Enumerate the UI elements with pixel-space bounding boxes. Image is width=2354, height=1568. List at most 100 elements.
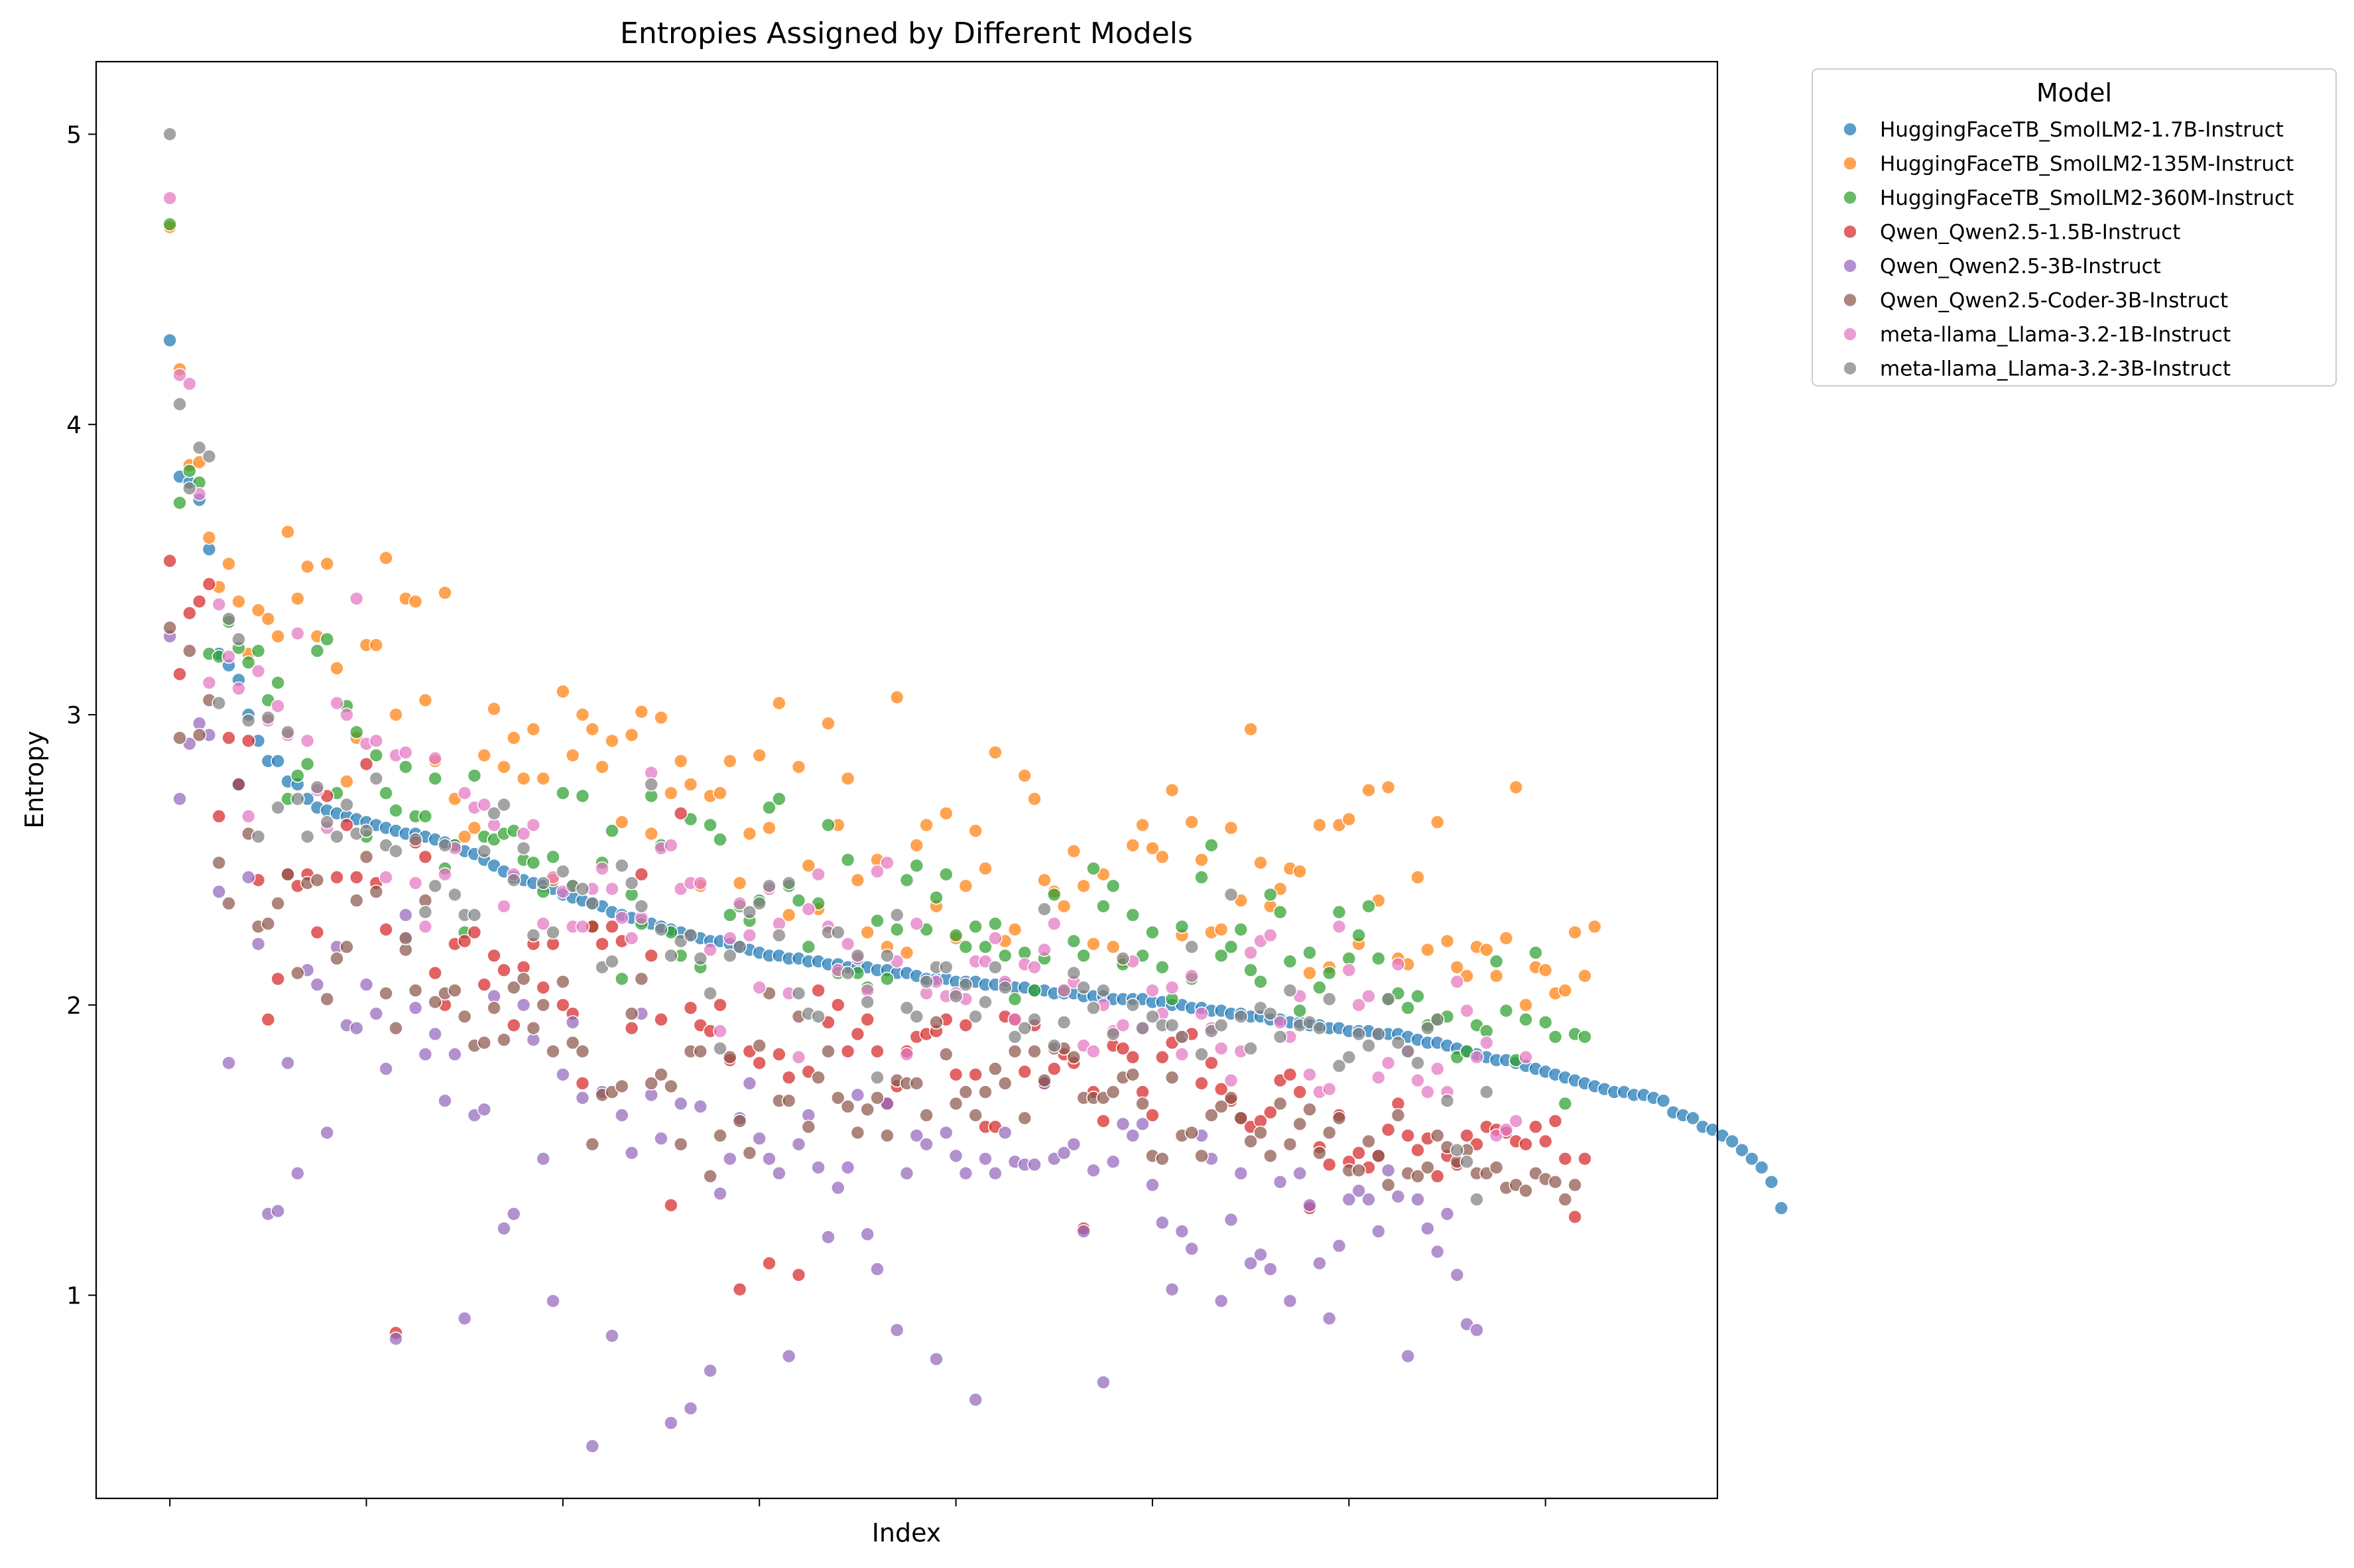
data-point [742, 1146, 757, 1160]
data-point [1479, 942, 1494, 957]
data-point [1223, 887, 1239, 902]
data-point [1282, 983, 1298, 998]
data-point [1027, 792, 1042, 806]
data-point [605, 954, 619, 969]
legend-label: HuggingFaceTB_SmolLM2-360M-Instruct [1880, 186, 2294, 210]
data-point [389, 1021, 403, 1036]
legend-entry: HuggingFaceTB_SmolLM2-360M-Instruct [1843, 186, 2294, 210]
data-point [565, 1015, 580, 1030]
data-point [359, 977, 374, 992]
data-point [182, 463, 197, 479]
data-point [536, 771, 551, 786]
data-point [1764, 1175, 1779, 1189]
data-point [251, 829, 266, 844]
data-point [1391, 1189, 1406, 1204]
data-point [1135, 1021, 1150, 1036]
data-point [379, 1061, 393, 1076]
data-point [742, 826, 757, 841]
data-point [1420, 1021, 1435, 1036]
data-point [408, 1000, 423, 1015]
data-point [1194, 853, 1209, 867]
data-point [781, 1349, 796, 1364]
data-point [1391, 957, 1406, 972]
data-point [1381, 1055, 1396, 1071]
data-point [349, 725, 364, 740]
data-point [526, 722, 541, 737]
data-point [1253, 1247, 1268, 1262]
data-point [1312, 1256, 1327, 1271]
data-point [1381, 992, 1396, 1006]
data-point [1332, 1111, 1347, 1126]
data-point [1164, 980, 1180, 995]
data-point [1351, 1183, 1366, 1198]
data-point [1341, 963, 1357, 977]
data-point [1037, 1073, 1052, 1088]
legend-label: meta-llama_Llama-3.2-1B-Instruct [1880, 323, 2231, 347]
data-point [212, 597, 227, 612]
data-point [683, 1401, 698, 1416]
data-point [1204, 1055, 1219, 1071]
data-point [1223, 1212, 1239, 1227]
data-point [280, 725, 295, 740]
data-point [1774, 1201, 1789, 1215]
data-point [526, 817, 541, 833]
data-point [379, 922, 393, 937]
data-point [968, 1067, 983, 1082]
data-point [497, 1032, 511, 1048]
data-point [497, 797, 511, 812]
data-point [418, 1047, 433, 1061]
data-point [1558, 1192, 1573, 1207]
data-point [261, 611, 276, 627]
data-point [536, 916, 551, 931]
data-point [251, 664, 266, 679]
data-point [221, 731, 236, 745]
data-point [457, 829, 472, 844]
data-point [369, 1006, 384, 1021]
data-point [1558, 1152, 1573, 1166]
data-point [909, 838, 924, 853]
y-axis-label: Entropy [20, 731, 49, 829]
data-point [1302, 1198, 1317, 1213]
data-point [1125, 1128, 1141, 1143]
data-point [546, 925, 560, 940]
data-point [379, 786, 393, 800]
data-point [614, 1079, 629, 1094]
data-point [1243, 722, 1258, 737]
data-point [821, 817, 836, 833]
data-point [271, 971, 285, 987]
data-point [1361, 783, 1376, 798]
data-point [221, 611, 236, 627]
y-tick-label: 5 [66, 121, 82, 149]
data-point [1155, 1152, 1170, 1166]
legend-marker [1843, 190, 1857, 205]
data-point [212, 884, 227, 899]
data-point [389, 707, 403, 722]
data-point [703, 942, 717, 957]
data-point [605, 733, 619, 749]
data-point [1410, 1073, 1425, 1088]
data-point [1558, 1096, 1573, 1111]
data-point [448, 887, 462, 902]
legend-label: Qwen_Qwen2.5-3B-Instruct [1880, 255, 2161, 278]
data-point [1735, 1142, 1749, 1158]
data-point [290, 626, 305, 641]
data-point [1489, 954, 1504, 969]
data-point [624, 1006, 639, 1021]
data-point [772, 792, 786, 806]
data-point [664, 1416, 678, 1430]
data-point [389, 803, 403, 818]
data-point [1145, 1177, 1160, 1192]
data-point [290, 792, 305, 806]
scatter-points [162, 127, 1789, 1453]
data-point [634, 899, 649, 914]
data-point [889, 922, 904, 937]
data-point [899, 1047, 914, 1061]
data-point [418, 904, 433, 920]
data-point [1578, 969, 1592, 983]
data-point [389, 1331, 403, 1346]
data-point [408, 594, 423, 609]
data-point [261, 916, 276, 931]
data-point [251, 643, 266, 658]
data-point [880, 971, 895, 987]
data-point [664, 838, 678, 853]
